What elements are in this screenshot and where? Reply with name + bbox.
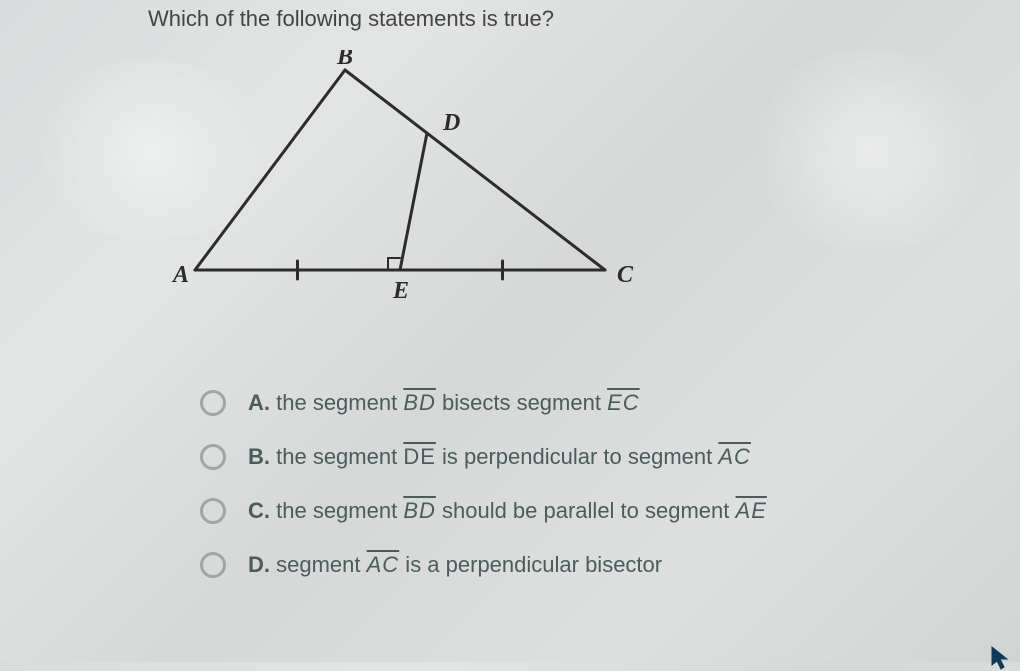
svg-text:D: D xyxy=(442,110,460,136)
option-b[interactable]: B. the segment DE is perpendicular to se… xyxy=(200,444,767,470)
svg-text:C: C xyxy=(617,262,634,288)
question-text: Which of the following statements is tru… xyxy=(148,6,554,32)
option-d[interactable]: D. segment AC is a perpendicular bisecto… xyxy=(200,552,767,578)
option-c-text: C. the segment BD should be parallel to … xyxy=(248,498,767,524)
cursor-icon xyxy=(990,645,1010,671)
option-a[interactable]: A. the segment BD bisects segment EC xyxy=(200,390,767,416)
answer-options: A. the segment BD bisects segment EC B. … xyxy=(200,390,767,606)
radio-icon[interactable] xyxy=(200,444,226,470)
triangle-diagram: A B C D E xyxy=(165,50,645,315)
option-d-text: D. segment AC is a perpendicular bisecto… xyxy=(248,552,662,578)
option-c[interactable]: C. the segment BD should be parallel to … xyxy=(200,498,767,524)
glare-spot xyxy=(740,50,1000,250)
option-a-text: A. the segment BD bisects segment EC xyxy=(248,390,640,416)
radio-icon[interactable] xyxy=(200,552,226,578)
svg-text:A: A xyxy=(171,262,189,288)
svg-text:E: E xyxy=(392,278,409,304)
radio-icon[interactable] xyxy=(200,498,226,524)
option-b-text: B. the segment DE is perpendicular to se… xyxy=(248,444,751,470)
svg-text:B: B xyxy=(336,50,353,70)
radio-icon[interactable] xyxy=(200,390,226,416)
